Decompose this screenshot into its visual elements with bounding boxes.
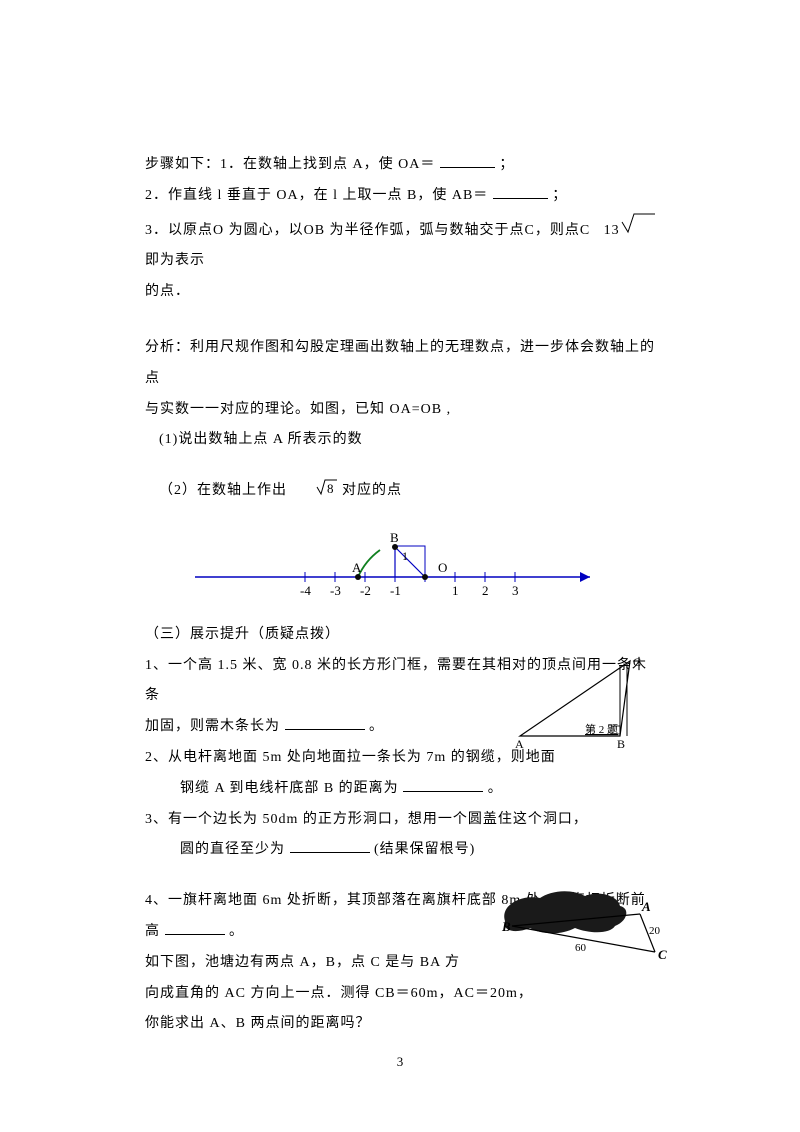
svg-text:-3: -3 xyxy=(330,583,341,598)
svg-text:3: 3 xyxy=(512,583,519,598)
p2-blank xyxy=(403,777,483,792)
p3a: 3、有一个边长为 50dm 的正方形洞口，想用一个圆盖住这个洞口， xyxy=(145,805,655,836)
svg-text:1: 1 xyxy=(402,549,408,563)
analysis-2: 与实数一一对应的理论。如图，已知 OA=OB , xyxy=(145,395,655,426)
step1-text: 步骤如下：1．在数轴上找到点 A，使 OA＝ xyxy=(145,157,435,172)
numberline-figure: -4 -3 -2 -1 1 2 3 A B 1 O xyxy=(145,532,655,615)
sqrt8: 8 xyxy=(292,476,338,507)
step2-tail: ； xyxy=(552,188,567,203)
svg-text:-4: -4 xyxy=(300,583,311,598)
step1-tail: ； xyxy=(499,157,514,172)
question-1: (1)说出数轴上点 A 所表示的数 xyxy=(145,425,655,456)
p1-blank xyxy=(285,715,365,730)
p1c: 。 xyxy=(369,719,384,734)
problems-wrap: A B C 第 2 题 1、一个高 1.5 米、宽 0.8 米的长方形门框，需要… xyxy=(145,651,655,867)
svg-text:B: B xyxy=(390,532,399,545)
problem4-wrap: B A C 20 60 4、一旗杆离地面 6m 处折断，其顶部落在离旗杆底部 8… xyxy=(145,886,655,1040)
svg-text:8: 8 xyxy=(327,481,335,496)
p2-line2: 钢缆 A 到电线杆底部 B 的距离为 。 xyxy=(145,774,655,805)
svg-text:A: A xyxy=(515,737,524,751)
svg-text:1: 1 xyxy=(452,583,459,598)
step3-num: 13 xyxy=(604,216,620,247)
svg-text:C: C xyxy=(658,947,667,962)
section3-title: （三）展示提升（质疑点拨） xyxy=(145,620,655,651)
svg-text:60: 60 xyxy=(575,942,587,954)
svg-text:C: C xyxy=(633,655,641,669)
svg-text:A: A xyxy=(352,560,362,575)
p2b: 钢缆 A 到电线杆底部 B 的距离为 xyxy=(180,781,399,796)
p3-blank xyxy=(290,838,370,853)
svg-text:-1: -1 xyxy=(390,583,401,598)
svg-text:A: A xyxy=(641,899,651,914)
svg-text:B: B xyxy=(617,737,625,751)
step3-text-a: 3．以原点O 为圆心，以OB 为半径作弧，弧与数轴交于点C，则点C 即为表示 xyxy=(145,216,596,278)
analysis-1: 分析：利用尺规作图和勾股定理画出数轴上的无理数点，进一步体会数轴上的点 xyxy=(145,333,655,395)
p4c: 。 xyxy=(229,924,244,939)
svg-text:第 2 题: 第 2 题 xyxy=(585,722,618,736)
step-2: 2．作直线 l 垂直于 OA，在 l 上取一点 B，使 AB＝ ； xyxy=(145,181,655,212)
pond-figure: B A C 20 60 xyxy=(490,886,675,989)
page-container: 步骤如下：1．在数轴上找到点 A，使 OA＝ ； 2．作直线 l 垂直于 OA，… xyxy=(0,0,800,1132)
question-2: （2）在数轴上作出 8 对应的点 xyxy=(145,476,655,507)
p2c: 。 xyxy=(488,781,503,796)
step1-blank xyxy=(440,153,495,168)
svg-text:20: 20 xyxy=(649,925,661,937)
svg-text:B: B xyxy=(501,919,511,934)
p4b: 高 xyxy=(145,924,160,939)
p4-blank xyxy=(165,920,225,935)
q2-b: 对应的点 xyxy=(342,483,402,498)
svg-text:O: O xyxy=(438,560,447,575)
step-1: 步骤如下：1．在数轴上找到点 A，使 OA＝ ； xyxy=(145,150,655,181)
p1b: 加固，则需木条长为 xyxy=(145,719,280,734)
svg-text:2: 2 xyxy=(482,583,489,598)
p3-line2: 圆的直径至少为 (结果保留根号) xyxy=(145,835,655,866)
q2-a: （2）在数轴上作出 xyxy=(159,483,287,498)
numberline-svg: -4 -3 -2 -1 1 2 3 A B 1 O xyxy=(190,532,610,602)
sqrt-symbol-large xyxy=(620,212,655,234)
page-number: 3 xyxy=(0,1048,800,1077)
p5c: 你能求出 A、B 两点间的距离吗？ xyxy=(145,1009,655,1040)
step-3a: 3．以原点O 为圆心，以OB 为半径作弧，弧与数轴交于点C，则点C 即为表示 1… xyxy=(145,212,655,278)
p3c: (结果保留根号) xyxy=(374,842,475,857)
p3b: 圆的直径至少为 xyxy=(180,842,285,857)
triangle-figure: A B C 第 2 题 xyxy=(505,651,655,764)
step-3b: 的点． xyxy=(145,277,655,308)
svg-text:-2: -2 xyxy=(360,583,371,598)
step2-text: 2．作直线 l 垂直于 OA，在 l 上取一点 B，使 AB＝ xyxy=(145,188,488,203)
step2-blank xyxy=(493,184,548,199)
